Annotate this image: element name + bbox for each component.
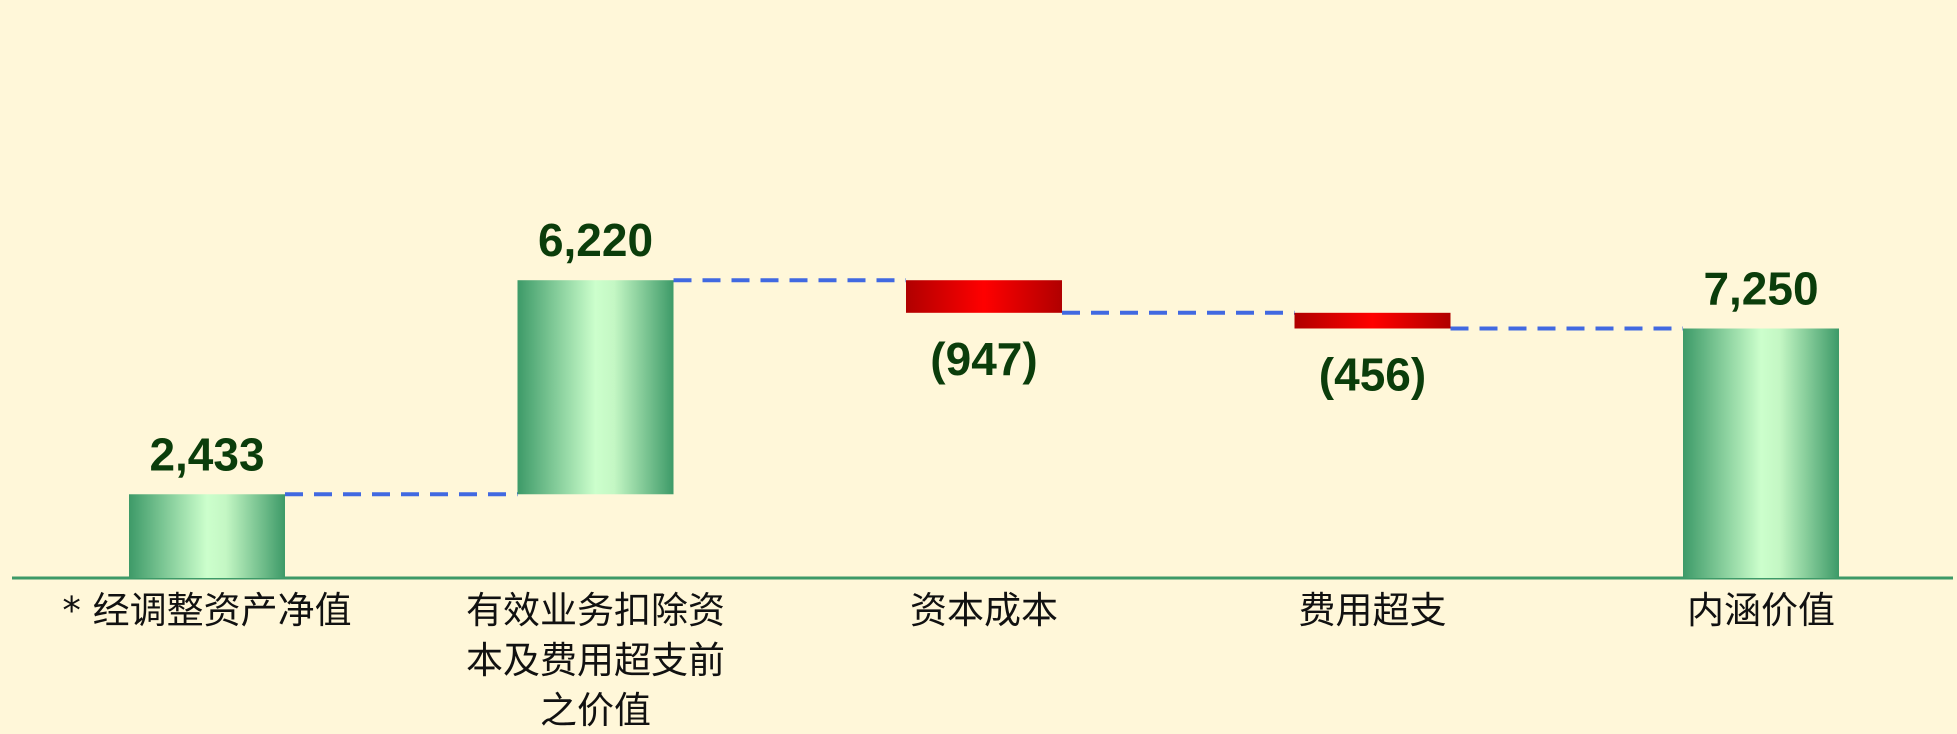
bar [1683, 328, 1839, 578]
category-label: 费用超支 [1298, 589, 1447, 632]
value-label: 7,250 [1703, 263, 1818, 315]
category-label: 有效业务扣除资本及费用超支前之价值 [466, 589, 725, 732]
category-label: 内涵价值 [1687, 589, 1835, 632]
bar [906, 280, 1062, 313]
bar [517, 280, 674, 495]
value-label: 6,220 [538, 214, 653, 266]
bar [129, 494, 285, 578]
category-label: 资本成本 [910, 589, 1058, 632]
value-label: (456) [1319, 349, 1426, 401]
value-label: 2,433 [149, 428, 264, 480]
category-label: * 经调整资产净值 [62, 589, 352, 632]
value-label: (947) [930, 333, 1037, 385]
bar [1294, 312, 1451, 329]
